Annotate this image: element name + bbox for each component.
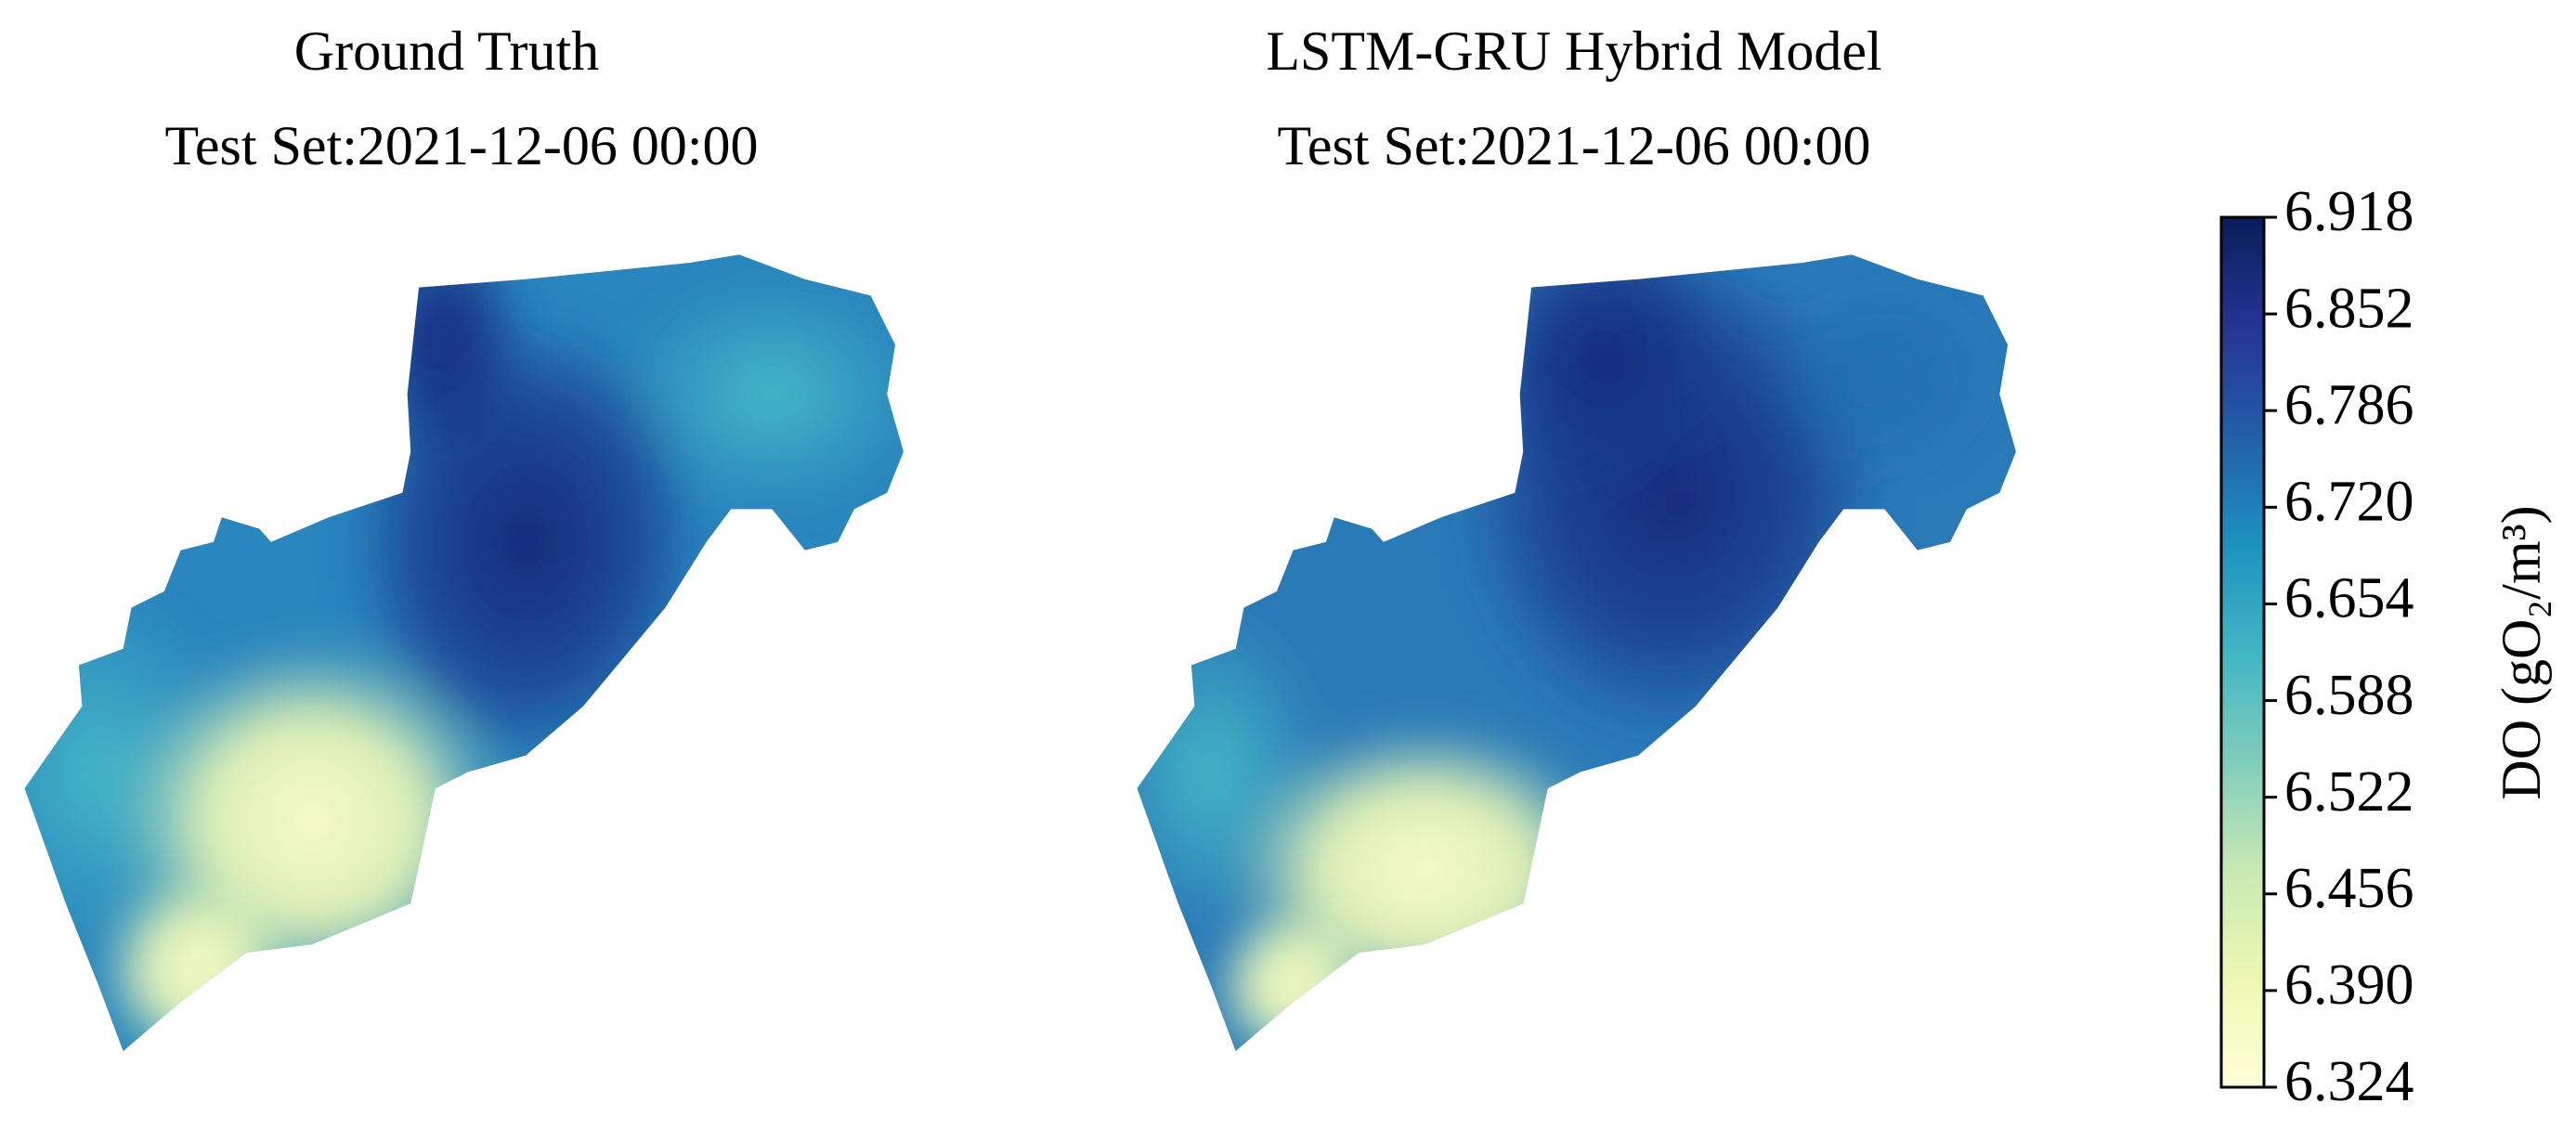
panel-right: LSTM-GRU Hybrid Model Test Set:2021-12-0… xyxy=(1137,20,2016,1052)
colorbar-tick-label: 6.852 xyxy=(2284,277,2414,340)
colorbar-tick-label: 6.324 xyxy=(2284,1050,2414,1113)
colorbar-tick-label: 6.918 xyxy=(2284,180,2414,243)
colorbar-scale xyxy=(2219,215,2266,1089)
panel-title: Ground Truth xyxy=(294,20,599,82)
panel-left: Ground Truth Test Set:2021-12-06 00:00 xyxy=(24,20,904,1052)
colorbar-tick-label: 6.522 xyxy=(2284,760,2414,824)
panel-subtitle: Test Set:2021-12-06 00:00 xyxy=(164,115,758,176)
map xyxy=(24,254,904,1052)
colorbar: DO (gO₂/m³) 6.918 6.852 6.786 6.720 6.654 6.5… xyxy=(2219,180,2552,1113)
colorbar-tick-label: 6.456 xyxy=(2284,857,2414,920)
panel-subtitle: Test Set:2021-12-06 00:00 xyxy=(1277,115,1870,176)
colorbar-tick-label: 6.588 xyxy=(2284,664,2414,727)
colorbar-tick-label: 6.786 xyxy=(2284,373,2414,436)
panel-title: LSTM-GRU Hybrid Model xyxy=(1266,20,1881,82)
colorbar-tick-label: 6.390 xyxy=(2284,954,2414,1017)
colorbar-tick-label: 6.654 xyxy=(2284,567,2414,630)
map xyxy=(1137,254,2016,1052)
colorbar-tick-label: 6.720 xyxy=(2284,471,2414,534)
colorbar-label: DO (gO₂/m³) xyxy=(2491,505,2552,799)
